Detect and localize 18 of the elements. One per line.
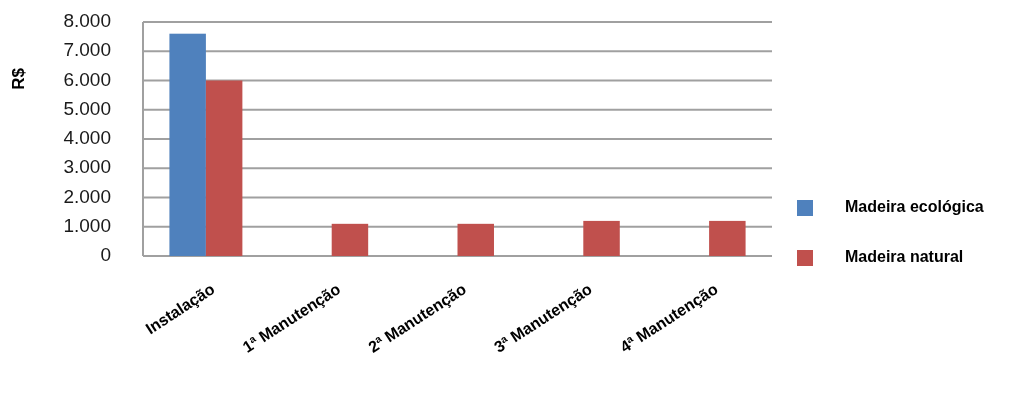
y-tick-label: 6.000 [63, 68, 111, 90]
bar [331, 223, 369, 256]
bar [583, 220, 620, 256]
y-tick-label: 1.000 [63, 214, 111, 236]
y-tick-label: 4.000 [63, 127, 111, 149]
bar [457, 223, 494, 256]
y-axis-title: R$ [9, 67, 28, 90]
legend-label: Madeira ecológica [845, 198, 984, 216]
y-tick-label: 5.000 [63, 97, 111, 119]
y-tick-label: 3.000 [63, 156, 111, 178]
legend-label: Madeira natural [845, 248, 964, 266]
bar [709, 220, 746, 256]
bar [169, 33, 206, 256]
y-tick-label: 2.000 [63, 185, 111, 207]
y-tick-label: 0 [100, 244, 111, 266]
y-tick-label: 8.000 [63, 10, 111, 32]
bar [205, 80, 243, 256]
y-tick-label: 7.000 [63, 39, 111, 61]
